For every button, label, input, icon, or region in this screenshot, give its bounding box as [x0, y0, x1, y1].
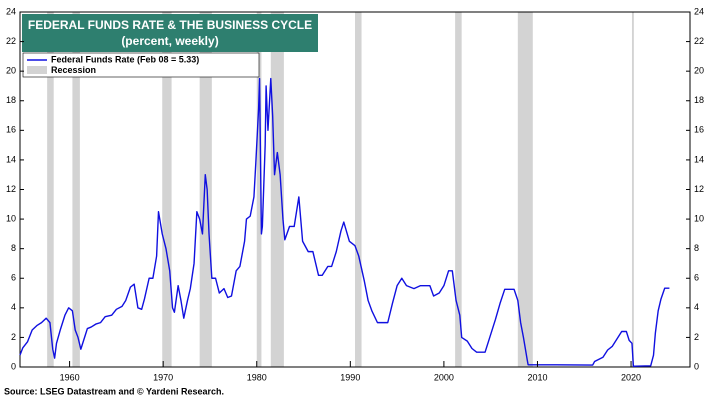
y2-tick-label: 20: [694, 66, 704, 76]
recession-band: [256, 12, 262, 367]
x-tick-label: 1990: [340, 372, 360, 382]
y2-tick-label: 10: [694, 213, 704, 223]
recession-band: [72, 12, 80, 367]
y-tick-label: 12: [6, 184, 16, 194]
chart-subtitle: (percent, weekly): [121, 34, 218, 48]
y-tick-label: 8: [11, 243, 16, 253]
x-tick-label: 1970: [153, 372, 173, 382]
y-tick-label: 24: [6, 6, 16, 16]
y2-tick-label: 16: [694, 125, 704, 135]
y-tick-label: 16: [6, 125, 16, 135]
legend-swatch: [27, 66, 47, 74]
recession-band: [455, 12, 462, 367]
y-tick-label: 0: [11, 361, 16, 371]
legend-label: Federal Funds Rate (Feb 08 = 5.33): [51, 54, 199, 64]
y-tick-label: 20: [6, 66, 16, 76]
y-tick-label: 4: [11, 302, 16, 312]
recession-band: [199, 12, 212, 367]
recession-band: [47, 12, 54, 367]
rate-line: [19, 77, 670, 367]
y2-tick-label: 22: [694, 36, 704, 46]
recession-band: [631, 12, 634, 367]
legend-label: Recession: [51, 65, 96, 75]
y2-tick-label: 8: [694, 243, 699, 253]
source-note: Source: LSEG Datastream and © Yardeni Re…: [4, 386, 224, 396]
y2-tick-label: 2: [694, 332, 699, 342]
y-tick-label: 6: [11, 273, 16, 283]
y2-tick-label: 14: [694, 154, 704, 164]
y2-tick-label: 12: [694, 184, 704, 194]
chart-title: FEDERAL FUNDS RATE & THE BUSINESS CYCLE: [28, 18, 312, 32]
y2-tick-label: 6: [694, 273, 699, 283]
y-tick-label: 22: [6, 36, 16, 46]
recession-band: [162, 12, 172, 367]
x-tick-label: 1960: [60, 372, 80, 382]
legend-box: [22, 52, 260, 78]
y2-tick-label: 4: [694, 302, 699, 312]
y2-tick-label: 18: [694, 95, 704, 105]
y-tick-label: 14: [6, 154, 16, 164]
x-tick-label: 2020: [621, 372, 641, 382]
x-tick-label: 1980: [247, 372, 267, 382]
y-tick-label: 18: [6, 95, 16, 105]
y-tick-label: 2: [11, 332, 16, 342]
y-tick-label: 10: [6, 213, 16, 223]
title-box: [22, 14, 318, 52]
x-tick-label: 2000: [434, 372, 454, 382]
y2-tick-label: 24: [694, 6, 704, 16]
x-tick-label: 2010: [527, 372, 547, 382]
y2-tick-label: 0: [694, 361, 699, 371]
recession-band: [517, 12, 533, 367]
recession-band: [355, 12, 362, 367]
recession-band: [270, 12, 284, 367]
